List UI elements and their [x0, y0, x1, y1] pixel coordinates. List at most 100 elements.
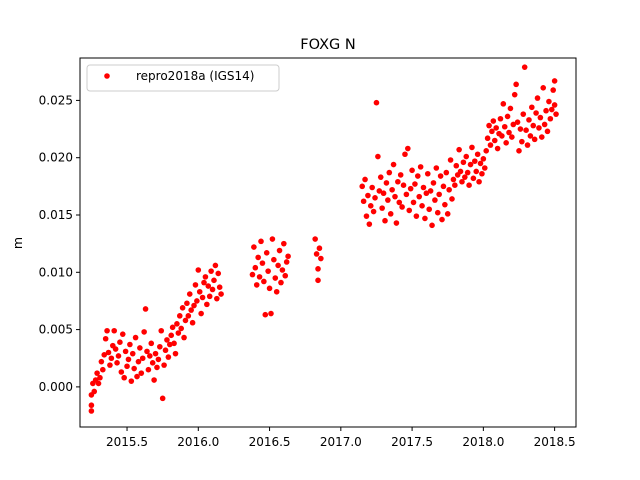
data-point	[477, 160, 484, 167]
data-point	[450, 176, 457, 183]
data-point	[147, 353, 153, 359]
data-point	[486, 122, 492, 129]
data-point	[464, 169, 471, 176]
y-tick-label: 0.025	[39, 93, 73, 107]
data-point	[142, 306, 149, 312]
data-point	[487, 142, 494, 148]
data-point	[474, 151, 481, 158]
data-point	[145, 366, 152, 373]
data-point	[367, 203, 374, 209]
data-point	[202, 274, 209, 280]
data-point	[151, 377, 157, 383]
data-point	[457, 168, 464, 175]
data-point	[185, 313, 192, 319]
data-point	[434, 209, 441, 216]
data-point	[91, 388, 98, 395]
data-point	[370, 208, 377, 215]
data-point	[104, 327, 110, 334]
data-point	[375, 153, 381, 160]
data-point	[316, 245, 323, 252]
data-point	[272, 275, 279, 281]
data-points	[88, 64, 559, 414]
data-point	[139, 355, 146, 362]
data-point	[172, 350, 179, 357]
data-point	[263, 250, 270, 256]
data-point	[397, 172, 404, 178]
data-point	[188, 307, 194, 313]
data-point	[420, 184, 427, 191]
data-point	[403, 191, 410, 198]
data-point	[419, 203, 425, 209]
data-point	[520, 111, 527, 117]
data-point	[166, 341, 173, 348]
data-point	[318, 255, 324, 262]
data-point	[182, 317, 189, 324]
data-point	[541, 121, 548, 128]
data-point	[88, 408, 95, 414]
x-tick-label: 2016.5	[249, 435, 291, 449]
data-point	[195, 267, 202, 273]
data-point	[132, 334, 139, 341]
data-point	[107, 362, 113, 368]
data-point	[379, 205, 385, 211]
data-point	[506, 129, 512, 136]
data-point	[144, 348, 150, 355]
data-point	[189, 319, 196, 326]
data-point	[115, 353, 122, 359]
data-point	[544, 128, 551, 135]
data-point	[201, 279, 207, 286]
data-point	[363, 213, 370, 219]
data-point	[98, 358, 105, 365]
data-point	[164, 337, 170, 343]
data-point	[376, 188, 383, 194]
data-point	[530, 122, 537, 129]
data-point	[390, 161, 397, 168]
data-point	[516, 148, 522, 154]
data-point	[503, 140, 509, 146]
data-point	[255, 254, 261, 261]
y-tick-label: 0.005	[39, 323, 73, 337]
data-point	[389, 186, 395, 193]
data-point	[373, 99, 380, 106]
data-point	[365, 192, 371, 199]
data-point	[313, 251, 320, 257]
data-point	[533, 110, 539, 116]
data-point	[95, 380, 102, 387]
data-point	[414, 173, 421, 179]
data-point	[360, 198, 367, 205]
data-point	[271, 256, 277, 263]
data-point	[380, 190, 387, 197]
data-point	[460, 159, 467, 166]
x-tick-label: 2017.0	[320, 435, 362, 449]
data-point	[402, 151, 408, 158]
data-point	[392, 193, 398, 200]
data-point	[527, 133, 534, 139]
data-point	[138, 370, 145, 376]
data-point	[426, 206, 433, 213]
data-point	[194, 298, 200, 304]
data-point	[209, 286, 216, 293]
data-point	[134, 373, 140, 380]
data-point	[259, 260, 266, 266]
data-point	[531, 136, 538, 143]
data-point	[500, 101, 507, 107]
data-point	[399, 204, 405, 210]
data-point	[452, 182, 458, 188]
data-point	[412, 181, 418, 187]
data-point	[262, 311, 269, 318]
data-point	[273, 288, 280, 295]
data-point	[168, 332, 175, 339]
data-point	[386, 169, 393, 176]
data-point	[400, 182, 407, 188]
data-point	[279, 267, 286, 273]
data-point	[122, 348, 129, 355]
data-point	[192, 282, 199, 288]
data-point	[393, 220, 400, 226]
data-point	[165, 354, 172, 360]
data-point	[372, 195, 378, 201]
data-point	[205, 283, 212, 289]
data-point	[377, 174, 384, 180]
data-point	[417, 164, 424, 170]
data-point	[469, 144, 475, 151]
data-point	[551, 102, 558, 108]
